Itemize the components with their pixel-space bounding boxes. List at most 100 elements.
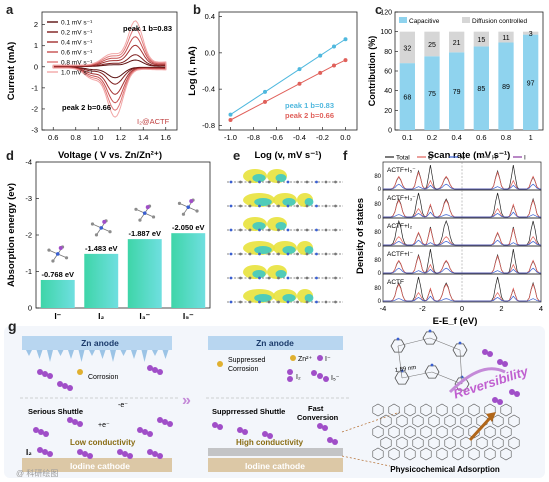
iodine-species-icon xyxy=(37,447,53,457)
log-line-1 xyxy=(230,59,346,121)
dos-ytick-label: 0 xyxy=(378,215,382,221)
panel-d: d 0 -1 -2 -3 -4 -0.768 eV I⁻ -1.483 eV I₂ -1.887… xyxy=(0,148,215,328)
iodine-species-icon xyxy=(67,417,83,427)
charge-density-row xyxy=(227,217,343,232)
framework-n-atom xyxy=(396,337,400,341)
framework-bond xyxy=(431,371,463,385)
graphene-cell xyxy=(428,436,440,450)
cv-plot-frame xyxy=(41,11,178,131)
graphene-cell xyxy=(492,436,504,450)
log-xtick-label: -0.6 xyxy=(270,133,283,142)
bar-diffusion-label: 25 xyxy=(428,42,436,49)
contribution-chart: 0 20 40 60 80 100 120 68 32 0.1 75 25 0.2 79 21 0.4 85 1… xyxy=(367,10,544,161)
iodine-species-icon xyxy=(57,381,73,391)
right-conversion-line2: Conversion xyxy=(297,413,339,422)
graphene-cell xyxy=(484,425,496,439)
graphene-cell xyxy=(404,425,416,439)
left-iodine-cathode xyxy=(22,458,172,472)
bar-diffusion-label: 11 xyxy=(502,35,509,42)
graphene-cell xyxy=(468,403,480,417)
bar-diffusion xyxy=(498,31,514,43)
dos-xlabel: E-E_f (eV) xyxy=(433,316,478,327)
log-ytick-label: 0.4 xyxy=(205,12,215,21)
graphene-cell xyxy=(452,447,464,461)
contribution-xtick-label: 0.4 xyxy=(451,133,461,142)
graphene-cell xyxy=(452,403,464,417)
dos-ytick-label: 80 xyxy=(374,286,381,292)
cv-annotation-sample: I₂@ACTF xyxy=(137,117,170,126)
panel-b: b -1.0 -0.8 -0.6 -0.4 -0.2 0.0 -0.8 -0.4 0.0 0.4 … xyxy=(185,0,365,170)
bar-diffusion xyxy=(449,31,465,53)
bar-diffusion xyxy=(424,31,440,57)
dos-chart: Total C N H I ACTF+I₅⁻ 0 80 ACTF+I₃⁻ 0 80 ACTF+I₂ 0… xyxy=(355,155,543,328)
legend-swatch-capacitive xyxy=(399,17,407,23)
log-xlabel: Log (v, mV s⁻¹) xyxy=(254,150,321,161)
bar-capacitive-label: 85 xyxy=(477,86,485,93)
dos-ytick-label: 0 xyxy=(378,187,382,193)
graphene-cell xyxy=(404,403,416,417)
iodine-species-icon xyxy=(212,422,223,430)
log-point-0 xyxy=(263,89,267,94)
dos-xtick-label: -4 xyxy=(380,304,387,313)
log-chart: -1.0 -0.8 -0.6 -0.4 -0.2 0.0 -0.8 -0.4 0.0 0.4 Lo… xyxy=(187,11,358,161)
framework-n-atom xyxy=(460,375,464,379)
iodine-species-icon xyxy=(262,431,273,439)
contribution-ytick-label: 20 xyxy=(384,108,392,115)
graphene-cell xyxy=(380,436,392,450)
legend-zn-icon xyxy=(290,355,296,361)
dos-legend-item: H xyxy=(492,155,497,162)
log-point-1 xyxy=(343,58,348,63)
dos-subplot-label: ACTF+I⁻ xyxy=(387,251,414,258)
dos-subplot-label: ACTF+I₃⁻ xyxy=(387,195,416,202)
charge-density-row xyxy=(227,241,343,256)
framework-ring xyxy=(422,331,438,345)
log-point-0 xyxy=(332,44,336,49)
zn-dendrite-icon xyxy=(78,350,85,362)
iodine-species-icon xyxy=(237,427,248,435)
dos-ytick-label: 0 xyxy=(378,299,382,305)
log-point-0 xyxy=(318,53,323,58)
zn-dendrite-icon xyxy=(68,350,74,359)
molecule-structure xyxy=(47,245,69,263)
graphene-cell xyxy=(388,403,400,417)
graphene-cell xyxy=(444,436,456,450)
iodine-species-icon xyxy=(317,423,328,431)
bar-diffusion xyxy=(523,31,539,35)
cv-ytick-label: 0 xyxy=(34,62,38,71)
right-conductivity-label: High conductivity xyxy=(236,438,304,447)
zn-dendrite-icon xyxy=(47,350,53,362)
graphene-cell xyxy=(388,425,400,439)
cv-ytick-label: -3 xyxy=(31,126,38,135)
iodine-species-icon xyxy=(482,349,493,357)
cv-legend-item: 0.8 mV s⁻¹ xyxy=(61,60,93,67)
panel-a: a 0.6 0.8 1.0 1.2 1.4 1.6 -3 -2 -1 0 1 2 Voltage ( … xyxy=(0,0,185,170)
log-xtick-label: -0.4 xyxy=(293,133,306,142)
cv-legend-item: 0.1 mV s⁻¹ xyxy=(61,20,93,27)
graphene-cell xyxy=(372,425,384,439)
molecule-structure xyxy=(90,219,112,237)
cv-ytick-label: -2 xyxy=(31,104,38,113)
panel-label-b: b xyxy=(193,2,201,17)
molecule-structure xyxy=(177,198,199,216)
panel-label-d: d xyxy=(6,148,14,163)
framework-bond xyxy=(459,349,463,385)
log-plot-frame xyxy=(218,11,358,131)
framework-ring xyxy=(452,343,468,357)
log-point-1 xyxy=(332,63,336,68)
graphene-cell xyxy=(420,403,432,417)
cv-legend-item: 1.0 mV s⁻¹ xyxy=(61,70,93,77)
zn-dendrite-icon xyxy=(152,350,158,356)
graphene-cell xyxy=(372,447,384,461)
left-i2-label: I₂ xyxy=(26,448,32,457)
cv-chart: 0.6 0.8 1.0 1.2 1.4 1.6 -3 -2 -1 0 1 2 Voltage ( V … xyxy=(6,11,178,161)
panel-c: c 0 20 40 60 80 100 120 68 32 0.1 75 25 0.2 79 21 0.4 8… xyxy=(365,0,549,170)
framework-ring xyxy=(394,371,410,385)
right-anode-label: Zn anode xyxy=(256,338,294,348)
right-conversion-label: Fast Conversion xyxy=(297,404,339,422)
right-shuttle-label: Supprressed Shuttle xyxy=(212,407,285,416)
framework-bond xyxy=(429,337,461,351)
framework-ring xyxy=(390,339,406,353)
framework-n-atom xyxy=(458,341,462,345)
right-zn-anode xyxy=(208,336,343,350)
bar-capacitive-label: 97 xyxy=(527,80,535,87)
